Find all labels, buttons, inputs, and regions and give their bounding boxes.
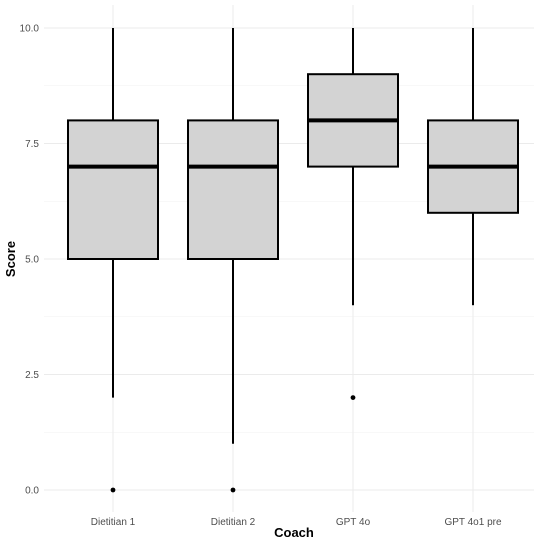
y-axis-ticks: 0.0 2.5 5.0 7.5 10.0: [20, 24, 40, 497]
x-tick-label: Dietitian 2: [211, 517, 256, 528]
box-group: [67, 28, 159, 493]
y-tick-label: 7.5: [25, 139, 39, 150]
box-iqr: [67, 119, 159, 261]
y-tick-label: 5.0: [25, 255, 39, 266]
x-axis-ticks: Dietitian 1 Dietitian 2 GPT 4o GPT 4o1 pre: [91, 517, 502, 528]
y-tick-label: 0.0: [25, 486, 39, 497]
x-tick-label: GPT 4o1 pre: [444, 517, 502, 528]
x-tick-label: GPT 4o: [336, 517, 371, 528]
outlier-point: [230, 487, 236, 493]
box-group: [307, 28, 399, 400]
y-tick-label: 2.5: [25, 370, 39, 381]
outlier-point: [350, 395, 356, 400]
box-group: [187, 28, 279, 493]
box-group: [427, 28, 519, 306]
outlier-point: [110, 487, 116, 493]
y-tick-label: 10.0: [20, 24, 40, 35]
x-axis-title: Coach: [274, 525, 314, 540]
x-tick-label: Dietitian 1: [91, 517, 136, 528]
y-axis-title: Score: [3, 241, 18, 277]
box-series: [67, 28, 519, 493]
box-iqr: [187, 119, 279, 261]
